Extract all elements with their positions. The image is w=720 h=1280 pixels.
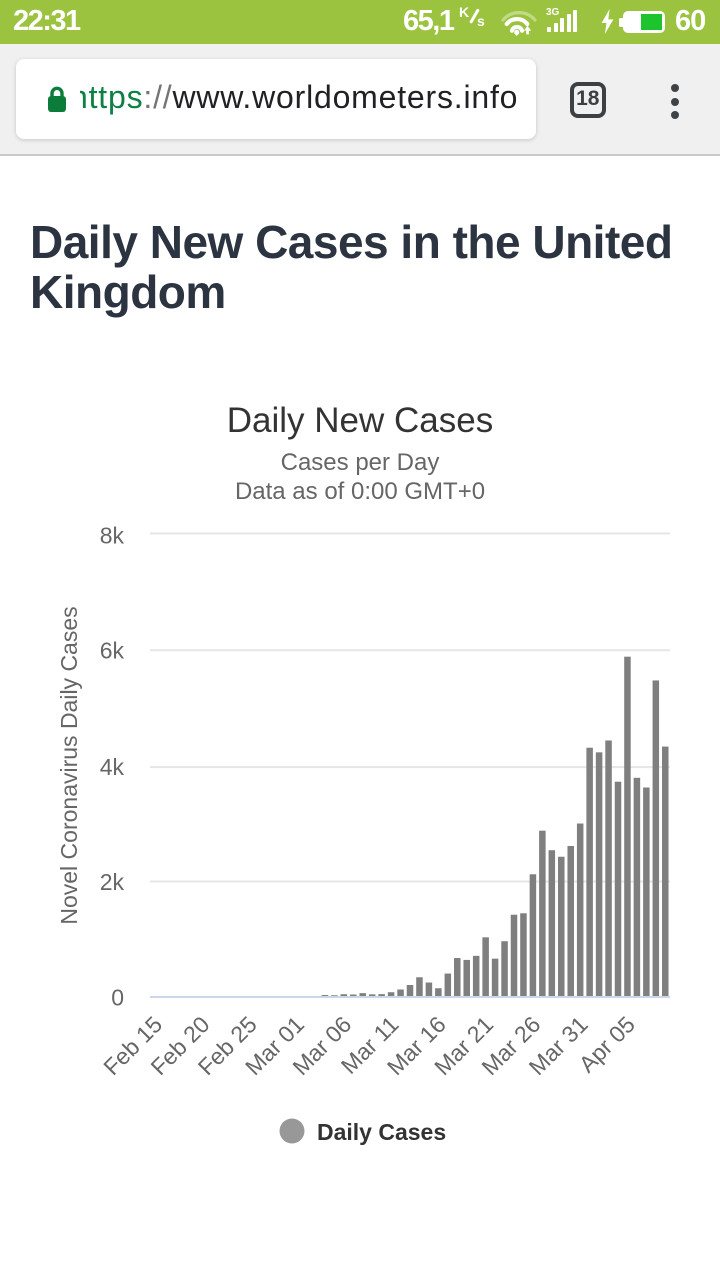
svg-text:Data as of 0:00 GMT+0: Data as of 0:00 GMT+0 bbox=[235, 478, 485, 505]
svg-text:Daily New Cases: Daily New Cases bbox=[227, 401, 493, 440]
svg-text:Novel Coronavirus Daily Cases: Novel Coronavirus Daily Cases bbox=[56, 606, 82, 924]
svg-text:4k: 4k bbox=[100, 754, 125, 780]
svg-text:0: 0 bbox=[111, 984, 124, 1010]
svg-text:2k: 2k bbox=[100, 869, 125, 895]
svg-text:6k: 6k bbox=[100, 637, 125, 663]
svg-text:Daily Cases: Daily Cases bbox=[317, 1119, 446, 1145]
svg-text:Cases per Day: Cases per Day bbox=[281, 449, 440, 476]
svg-text:8k: 8k bbox=[100, 523, 125, 549]
